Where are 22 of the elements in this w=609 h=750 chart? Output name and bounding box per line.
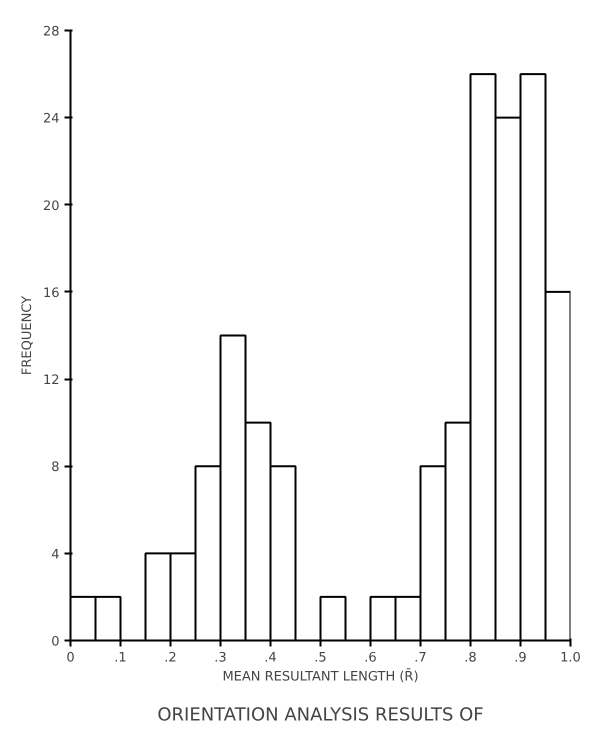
x-tick-label: .6: [364, 650, 377, 666]
x-tick-label: .9: [514, 650, 527, 666]
x-tick-label: .8: [464, 650, 477, 666]
y-tick-label: 24: [42, 112, 60, 127]
y-tick-label: 12: [42, 373, 60, 388]
x-tick-label: .4: [264, 650, 277, 666]
y-tick-label: 0: [51, 634, 60, 650]
y-tick-label: 20: [42, 198, 60, 214]
x-tick-label: .7: [414, 650, 427, 666]
y-tick-label: 4: [51, 547, 60, 562]
y-tick-label: 16: [42, 286, 60, 301]
x-axis-title: MEAN RESULTANT LENGTH (R̄): [222, 668, 419, 684]
x-tick-label: .5: [314, 650, 327, 666]
y-tick-label: 28: [42, 24, 60, 40]
x-tick-label: 1.0: [560, 650, 581, 666]
x-tick-label: .1: [114, 650, 127, 666]
x-tick-label: 0: [66, 650, 75, 666]
x-tick-label: .2: [164, 650, 177, 666]
text: ORIENTATION ANALYSIS RESULTS OF: [157, 704, 484, 726]
y-axis-title: FREQUENCY: [20, 296, 35, 376]
y-tick-label: 8: [51, 460, 60, 476]
x-tick-label: .3: [214, 650, 227, 666]
